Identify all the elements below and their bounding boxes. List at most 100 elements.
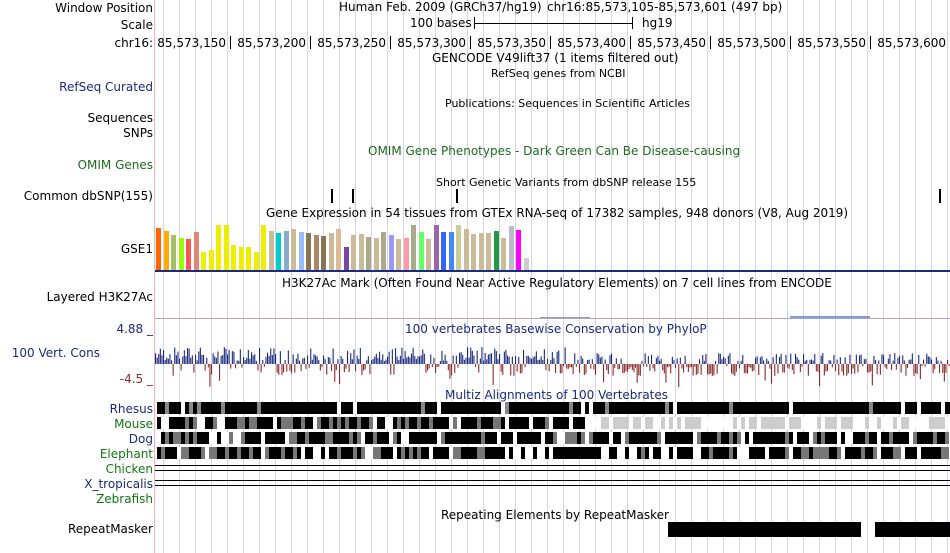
alignment-cell [341,417,345,429]
gtex-tissue-bar[interactable] [358,234,364,271]
gtex-tissue-bar[interactable] [283,231,289,271]
gtex-tissue-bar[interactable] [321,236,326,271]
gtex-tissue-bar[interactable] [163,231,169,271]
gtex-tissue-bar[interactable] [388,235,394,271]
repeat-label[interactable]: RepeatMasker [67,522,153,536]
conservation-bar [668,364,670,367]
alignment-cell [917,417,921,429]
cons-label[interactable]: 100 Vert. Cons [11,346,100,360]
gencode-title[interactable]: GENCODE V49lift37 (1 items filtered out) [432,51,679,65]
gtex-tissue-bar[interactable] [501,238,506,271]
alignment-cell [157,447,161,459]
gtex-tissue-bar[interactable] [156,228,161,271]
refseq-label[interactable]: RefSeq Curated [59,80,153,94]
gtex-tissue-bar[interactable] [238,247,244,271]
snp-mark[interactable] [939,189,941,203]
alignment-cell [553,417,557,429]
omim-label[interactable]: OMIM Genes [77,158,153,172]
species-rhesus[interactable]: Rhesus [109,402,153,416]
gtex-tissue-bar[interactable] [208,250,214,271]
conservation-bar [419,356,421,364]
gtex-tissue-bar[interactable] [306,233,311,271]
gtex-tissue-bar[interactable] [411,225,416,271]
conservation-bar [371,360,373,364]
gtex-tissue-bar[interactable] [418,232,424,271]
gtex-tissue-bar[interactable] [381,232,386,271]
gtex-tissue-bar[interactable] [433,225,439,271]
gtex-tissue-bar[interactable] [328,233,334,271]
conservation-bar [158,353,160,364]
species-mouse[interactable]: Mouse [114,417,153,431]
alignment-cell [609,402,613,414]
gtex-label[interactable]: GSE1 [120,242,153,256]
gtex-tissue-bar[interactable] [201,252,206,271]
alignment-cell [605,447,609,459]
conservation-bar [846,364,848,376]
gtex-tissue-bar[interactable] [351,235,356,271]
gtex-tissue-bar[interactable] [178,238,184,271]
gtex-tissue-bar[interactable] [313,235,319,271]
species-xtropicalis[interactable]: X_tropicalis [84,477,153,491]
alignment-cell [213,417,217,429]
gtex-tissue-bar[interactable] [486,233,491,271]
repeat-element[interactable] [668,522,861,537]
gtex-tissue-bar[interactable] [171,235,176,271]
gtex-tissue-bar[interactable] [441,232,446,271]
conservation-bar [435,364,437,373]
gtex-tissue-bar[interactable] [403,238,409,271]
gtex-tissue-bar[interactable] [448,232,454,271]
conservation-bar [476,350,478,364]
snps-label[interactable]: SNPs [123,126,153,140]
gtex-tissue-bar[interactable] [463,229,469,271]
gtex-tissue-bar[interactable] [246,247,251,271]
gtex-tissue-bar[interactable] [471,234,476,271]
gtex-tissue-bar[interactable] [478,233,484,271]
gtex-tissue-bar[interactable] [268,231,274,271]
gtex-tissue-bar[interactable] [493,231,499,271]
grid-line [947,0,948,553]
snp-mark[interactable] [331,189,333,203]
species-chicken[interactable]: Chicken [105,462,153,476]
alignment-cell [941,417,945,429]
conservation-bar [815,364,817,372]
gtex-tissue-bar[interactable] [186,239,191,271]
gtex-tissue-bar[interactable] [343,247,349,271]
conservation-plot[interactable] [155,336,950,388]
dbsnp-label[interactable]: Common dbSNP(155) [23,189,153,203]
gtex-tissue-bar[interactable] [523,258,529,271]
snp-mark[interactable] [352,189,354,203]
gtex-tissue-bar[interactable] [366,237,371,271]
gtex-tissue-bar[interactable] [373,238,379,271]
alignment-cell [717,447,721,459]
gtex-tissue-bar[interactable] [508,226,514,271]
gtex-tissue-bar[interactable] [396,239,401,271]
conservation-bar [900,364,902,373]
species-dog[interactable]: Dog [128,432,153,446]
gtex-tissue-bar[interactable] [426,239,431,271]
gtex-tissue-bar[interactable] [291,229,296,271]
conservation-bar [180,364,182,371]
alignment-cell [937,432,941,444]
species-zebrafish[interactable]: Zebrafish [96,492,153,506]
gtex-tissue-bar[interactable] [193,232,199,271]
alignment-cell [577,402,581,414]
gtex-tissue-bar[interactable] [253,252,259,271]
h3k27ac-label[interactable]: Layered H3K27Ac [46,290,153,304]
sequences-label[interactable]: Sequences [87,111,153,125]
species-elephant[interactable]: Elephant [99,447,153,461]
gtex-tissue-bar[interactable] [261,225,266,271]
gtex-tissue-bar[interactable] [456,225,461,271]
snp-mark[interactable] [456,189,458,203]
gtex-tissue-bar[interactable] [298,232,304,271]
gtex-tissue-bar[interactable] [223,225,229,271]
gtex-tissue-bar[interactable] [336,229,341,271]
gtex-bar-chart[interactable] [156,222,536,271]
gtex-tissue-bar[interactable] [276,233,281,271]
repeat-element[interactable] [875,522,950,537]
alignment-cell [349,417,353,429]
gtex-tissue-bar[interactable] [231,245,236,271]
ruler-tick-label: 85,573,300 [397,36,466,50]
gtex-tissue-bar[interactable] [516,230,521,271]
gtex-tissue-bar[interactable] [216,225,221,271]
ruler-tick [310,36,311,49]
